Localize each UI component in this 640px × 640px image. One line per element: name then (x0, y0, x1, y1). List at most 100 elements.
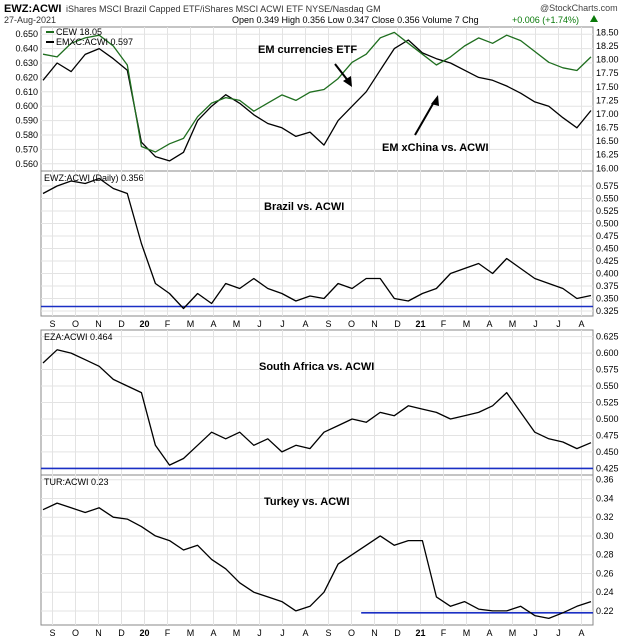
y-tick-right: 0.625 (596, 332, 619, 342)
y-tick-left: 0.640 (15, 44, 38, 54)
change-readout: +0.006 (+1.74%) (512, 15, 579, 25)
y-tick-right: 0.34 (596, 493, 614, 503)
y-tick-right: 17.00 (596, 109, 619, 119)
x-tick-label: J (556, 319, 561, 329)
chart-date: 27-Aug-2021 (4, 15, 56, 25)
x-tick-label: A (486, 628, 492, 638)
y-tick-right: 0.525 (596, 206, 619, 216)
series-line-eza-acwi (42, 349, 592, 466)
y-tick-right: 0.500 (596, 219, 619, 229)
y-tick-left: 0.610 (15, 87, 38, 97)
panel-title-turkey: Turkey vs. ACWI (264, 496, 350, 508)
y-tick-right: 0.24 (596, 587, 614, 597)
x-tick-label: A (210, 319, 216, 329)
x-tick-label: 20 (139, 628, 149, 638)
y-tick-right: 0.550 (596, 381, 619, 391)
y-tick-right: 0.32 (596, 512, 614, 522)
legend-emxc: EMXC:ACWI 0.597 (56, 37, 133, 47)
y-tick-left: 0.590 (15, 116, 38, 126)
x-tick-label: S (49, 628, 55, 638)
x-tick-label: F (165, 628, 171, 638)
y-tick-right: 0.575 (596, 181, 619, 191)
y-tick-right: 16.50 (596, 136, 619, 146)
x-tick-label: A (578, 319, 584, 329)
y-tick-right: 0.22 (596, 606, 614, 616)
triangle-up-icon (590, 15, 598, 22)
panel-title-brazil: Brazil vs. ACWI (264, 201, 344, 213)
chart-symbol: EWZ:ACWI (4, 3, 61, 15)
x-tick-label: N (371, 628, 378, 638)
y-tick-left: 0.600 (15, 101, 38, 111)
series-line-tur-acwi (42, 502, 592, 620)
y-tick-right: 0.450 (596, 447, 619, 457)
panel-frame-4 (40, 474, 594, 626)
x-tick-label: D (118, 319, 125, 329)
y-tick-right: 16.25 (596, 150, 619, 160)
x-tick-label: M (233, 319, 241, 329)
y-tick-right: 17.50 (596, 82, 619, 92)
y-tick-left: 0.630 (15, 58, 38, 68)
series-line-ewz-acwi (42, 177, 592, 310)
x-tick-label: J (280, 319, 285, 329)
legend-eza: EZA:ACWI 0.464 (44, 332, 113, 342)
y-tick-left: 0.570 (15, 144, 38, 154)
x-tick-label: M (233, 628, 241, 638)
x-tick-label: O (72, 319, 79, 329)
y-tick-right: 0.475 (596, 430, 619, 440)
x-tick-label: J (533, 628, 538, 638)
x-tick-label: F (441, 628, 447, 638)
x-tick-label: S (49, 319, 55, 329)
y-tick-left: 0.620 (15, 72, 38, 82)
x-tick-label: D (118, 628, 125, 638)
x-tick-label: O (72, 628, 79, 638)
x-tick-label: M (463, 319, 471, 329)
legend-cew: CEW 18.05 (56, 27, 102, 37)
legend-ewz: EWZ:ACWI (Daily) 0.356 (44, 173, 144, 183)
series-line-emxc (42, 39, 592, 162)
y-tick-right: 0.425 (596, 463, 619, 473)
y-tick-right: 0.36 (596, 475, 614, 485)
tick-labels: S S O O N N D D 20 20 F F M M A A M M J J J J A A S S O O N N D D 21 21 F F… (15, 27, 618, 638)
x-tick-label: M (509, 628, 517, 638)
annotation-em-currencies: EM currencies ETF (258, 44, 357, 56)
x-tick-label: A (302, 319, 308, 329)
x-tick-label: J (280, 628, 285, 638)
y-tick-right: 18.00 (596, 55, 619, 65)
x-tick-label: J (533, 319, 538, 329)
y-tick-right: 18.50 (596, 27, 619, 37)
y-tick-right: 17.25 (596, 95, 619, 105)
x-tick-label: 20 (139, 319, 149, 329)
x-tick-label: N (371, 319, 378, 329)
x-tick-label: M (509, 319, 517, 329)
arrow-head-icon (431, 95, 439, 106)
x-tick-label: A (210, 628, 216, 638)
y-tick-right: 16.75 (596, 123, 619, 133)
y-tick-right: 0.325 (596, 306, 619, 316)
x-tick-label: S (325, 628, 331, 638)
x-tick-label: A (302, 628, 308, 638)
y-tick-right: 0.525 (596, 398, 619, 408)
x-tick-label: F (165, 319, 171, 329)
annotation-arrow-2 (414, 101, 435, 136)
y-tick-right: 0.350 (596, 294, 619, 304)
x-tick-label: M (187, 319, 195, 329)
y-tick-left: 0.580 (15, 130, 38, 140)
panel-title-south-africa: South Africa vs. ACWI (259, 361, 374, 373)
annotation-em-xchina: EM xChina vs. ACWI (382, 142, 489, 154)
y-tick-right: 0.26 (596, 568, 614, 578)
x-tick-label: O (348, 319, 355, 329)
x-tick-label: N (95, 628, 102, 638)
chart-description: iShares MSCI Brazil Capped ETF/iShares M… (66, 4, 381, 14)
series-line-cew (42, 31, 592, 153)
grid-layer (41, 27, 593, 625)
y-tick-right: 0.400 (596, 269, 619, 279)
panel-frame-2 (40, 170, 594, 317)
y-tick-right: 0.450 (596, 244, 619, 254)
y-tick-right: 0.28 (596, 550, 614, 560)
x-tick-label: M (463, 628, 471, 638)
arrow-head-icon (343, 76, 352, 87)
x-tick-label: M (187, 628, 195, 638)
x-tick-label: J (257, 628, 262, 638)
support-lines (41, 305, 593, 614)
